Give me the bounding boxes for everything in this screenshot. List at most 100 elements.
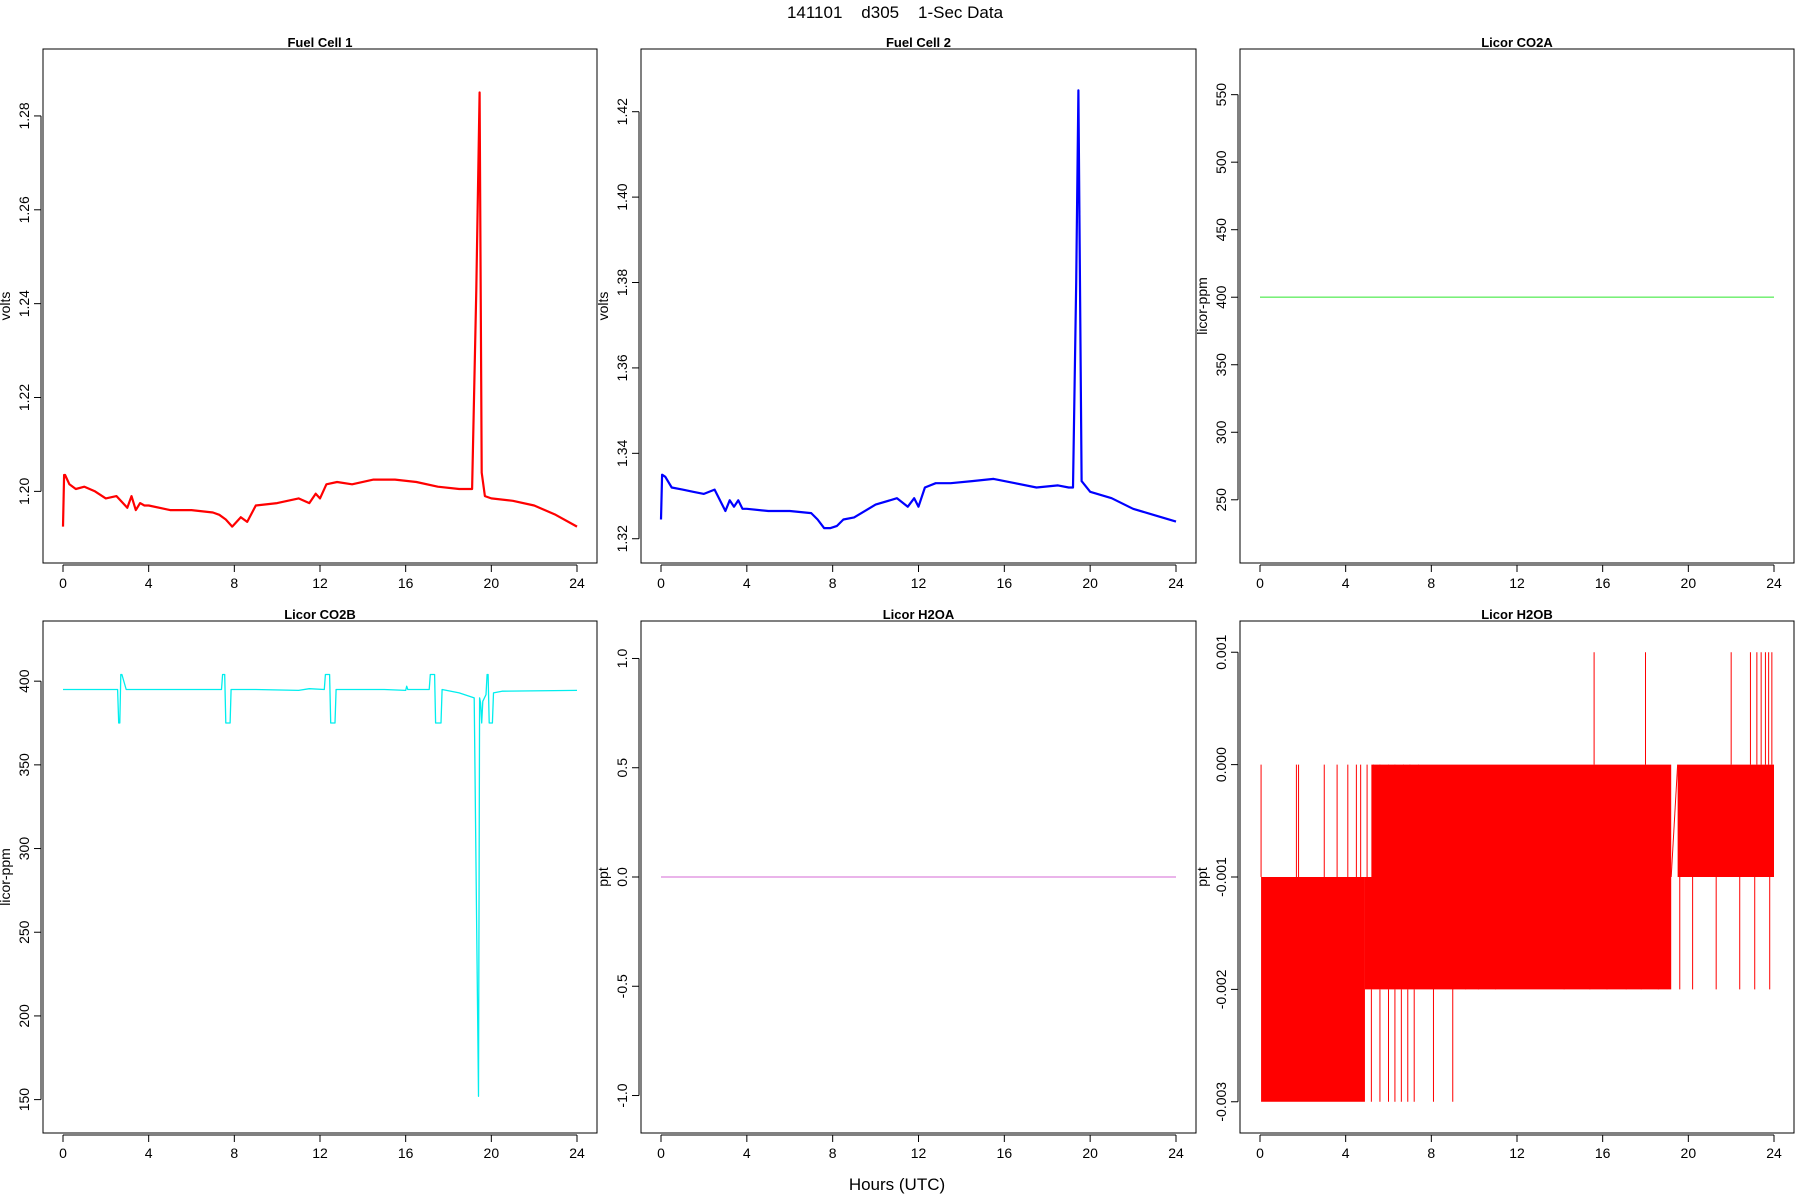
panel-licor-co2b-x-tick-label: 24	[569, 1145, 585, 1161]
panel-licor-h2ob-x-tick-label: 4	[1342, 1145, 1350, 1161]
panel-licor-h2oa: Licor H2OA 0 4 8 12 16 20 24 -1.0 -0.5 0.0 0.5 1.0 pp…	[595, 607, 1197, 1161]
panel-licor-h2ob-series-connector	[1670, 764, 1679, 878]
panel-licor-h2ob-x-tick-label: 0	[1256, 1145, 1264, 1161]
panel-licor-co2b-series-line	[63, 673, 578, 1097]
panel-licor-h2ob-frame	[1239, 620, 1795, 1134]
panel-licor-co2b-x-tick-label: 20	[484, 1145, 500, 1161]
panel-licor-co2a-y-tick-label: 350	[1213, 353, 1229, 377]
figure-title: 141101 d305 1-Sec Data	[787, 3, 1004, 22]
panel-fuel-cell-1-y-tick-label: 1.24	[16, 290, 32, 317]
panel-licor-h2ob-series-band	[1677, 764, 1774, 877]
panel-fuel-cell-2-x-tick-label: 12	[911, 575, 927, 591]
panel-licor-co2a-x-tick-label: 20	[1681, 575, 1697, 591]
panel-fuel-cell-2-x-tick-label: 0	[657, 575, 665, 591]
panel-licor-h2ob-title: Licor H2OB	[1481, 607, 1553, 622]
panel-fuel-cell-2-y-tick-label: 1.32	[614, 525, 630, 552]
panel-licor-co2a-y-tick-label: 450	[1213, 218, 1229, 242]
panel-fuel-cell-2-y-tick-label: 1.42	[614, 98, 630, 125]
panel-licor-co2b-y-axis-title: licor-ppm	[0, 848, 13, 906]
panel-fuel-cell-1-y-tick-label: 1.28	[16, 102, 32, 129]
panel-licor-co2b-frame	[42, 620, 598, 1134]
panel-fuel-cell-1-x-tick-label: 20	[484, 575, 500, 591]
panel-licor-h2oa-x-tick-label: 12	[911, 1145, 927, 1161]
panel-licor-co2a-y-tick-label: 300	[1213, 420, 1229, 444]
panel-licor-h2oa-x-tick-label: 4	[743, 1145, 751, 1161]
panel-licor-co2a-y-tick-label: 400	[1213, 285, 1229, 309]
panel-licor-h2oa-y-tick-label: 0.5	[614, 758, 630, 778]
panel-licor-h2oa-x-tick-label: 20	[1082, 1145, 1098, 1161]
panel-licor-h2oa-y-tick-label: 0.0	[614, 867, 630, 887]
panel-licor-co2a-x-tick-label: 12	[1509, 575, 1525, 591]
panel-fuel-cell-2-x-tick-label: 4	[743, 575, 751, 591]
panel-fuel-cell-2-y-tick-label: 1.40	[614, 183, 630, 210]
panel-licor-co2a-y-tick-label: 250	[1213, 488, 1229, 512]
panel-licor-co2a-y-tick-label: 550	[1213, 83, 1229, 107]
panel-fuel-cell-2-x-tick-label: 8	[829, 575, 837, 591]
panel-licor-h2oa-x-tick-label: 16	[997, 1145, 1013, 1161]
panel-licor-h2ob-x-tick-label: 20	[1681, 1145, 1697, 1161]
x-axis-title: Hours (UTC)	[849, 1175, 945, 1194]
panel-licor-co2b-y-tick-label: 400	[16, 669, 32, 693]
panel-fuel-cell-1-y-tick-label: 1.26	[16, 196, 32, 223]
panel-fuel-cell-1-title: Fuel Cell 1	[287, 35, 352, 50]
panel-licor-h2ob-series-band	[1371, 764, 1672, 877]
panel-licor-co2a: Licor CO2A 0 4 8 12 16 20 24 250 300 350 400 450 500 5…	[1194, 35, 1795, 591]
panel-licor-co2b-x-tick-label: 16	[398, 1145, 414, 1161]
panel-licor-co2b-x-tick-label: 0	[59, 1145, 67, 1161]
panel-licor-h2oa-title: Licor H2OA	[883, 607, 955, 622]
panel-fuel-cell-2-x-tick-label: 24	[1168, 575, 1184, 591]
panel-licor-h2oa-frame	[640, 620, 1197, 1134]
panel-fuel-cell-1-y-axis-title: volts	[0, 292, 13, 321]
panel-licor-co2b-y-tick-label: 150	[16, 1088, 32, 1112]
panel-licor-co2b-y-tick-label: 250	[16, 920, 32, 944]
panel-fuel-cell-2-y-tick-label: 1.34	[614, 439, 630, 466]
panel-licor-h2oa-y-axis-title: ppt	[595, 867, 611, 887]
panel-fuel-cell-1-x-tick-label: 8	[230, 575, 238, 591]
panel-licor-co2a-x-tick-label: 0	[1256, 575, 1264, 591]
panel-licor-h2ob-y-tick-label: -0.003	[1213, 1082, 1229, 1122]
panel-licor-co2a-y-axis-title: licor-ppm	[1194, 277, 1210, 335]
panel-licor-co2a-x-tick-label: 4	[1342, 575, 1350, 591]
panel-licor-h2ob-series-band	[1364, 877, 1672, 990]
panel-licor-h2oa-x-tick-label: 24	[1168, 1145, 1184, 1161]
panel-fuel-cell-1-y-tick-label: 1.20	[16, 478, 32, 505]
panel-fuel-cell-2-y-axis-title: volts	[595, 292, 611, 321]
panel-licor-co2b-y-tick-label: 300	[16, 837, 32, 861]
panel-licor-co2a-title: Licor CO2A	[1481, 35, 1553, 50]
panel-fuel-cell-1: Fuel Cell 1 0 4 8 12 16 20 24 1.20 1.22 1.24 1.26 1.…	[0, 35, 598, 591]
panel-licor-h2ob-y-axis-title: ppt	[1194, 867, 1210, 887]
panel-fuel-cell-1-x-tick-label: 0	[59, 575, 67, 591]
panel-licor-h2ob-y-tick-label: -0.001	[1213, 857, 1229, 897]
panel-fuel-cell-2-y-tick-label: 1.38	[614, 269, 630, 296]
panel-fuel-cell-2-series-line	[659, 89, 1177, 530]
panel-licor-h2ob-series-band	[1261, 877, 1365, 1102]
panel-fuel-cell-1-y-tick-label: 1.22	[16, 384, 32, 411]
panel-licor-h2ob-x-tick-label: 24	[1766, 1145, 1782, 1161]
panel-fuel-cell-1-x-tick-label: 16	[398, 575, 414, 591]
panel-licor-co2b-x-tick-label: 8	[230, 1145, 238, 1161]
panel-licor-h2oa-x-tick-label: 0	[657, 1145, 665, 1161]
panel-fuel-cell-1-frame	[42, 48, 598, 564]
panel-licor-co2b: Licor CO2B 0 4 8 12 16 20 24 150 200 250 300 350 400 l…	[0, 607, 598, 1161]
panel-fuel-cell-2-x-tick-label: 16	[997, 575, 1013, 591]
panel-licor-co2a-frame	[1239, 48, 1795, 564]
panel-licor-co2a-x-tick-label: 8	[1427, 575, 1435, 591]
panel-fuel-cell-1-x-tick-label: 4	[145, 575, 153, 591]
panel-licor-co2b-y-tick-label: 350	[16, 753, 32, 777]
panel-fuel-cell-1-x-tick-label: 12	[312, 575, 328, 591]
panel-licor-h2ob-x-tick-label: 16	[1595, 1145, 1611, 1161]
panel-licor-co2a-x-tick-label: 24	[1766, 575, 1782, 591]
panel-licor-h2ob: Licor H2OB 0 4 8 12 16 20 24 -0.003 -0.002 -0.001 0…	[1194, 607, 1795, 1161]
panel-licor-co2a-y-tick-label: 500	[1213, 150, 1229, 174]
panel-licor-h2oa-y-tick-label: 1.0	[614, 649, 630, 669]
panel-fuel-cell-2-x-tick-label: 20	[1082, 575, 1098, 591]
panel-fuel-cell-2-title: Fuel Cell 2	[886, 35, 951, 50]
panel-fuel-cell-1-x-tick-label: 24	[569, 575, 585, 591]
panel-licor-co2b-x-tick-label: 12	[312, 1145, 328, 1161]
panel-licor-h2ob-x-tick-label: 8	[1427, 1145, 1435, 1161]
panel-fuel-cell-1-series-line	[61, 91, 578, 528]
panel-licor-co2b-title: Licor CO2B	[284, 607, 356, 622]
panel-licor-co2a-x-tick-label: 16	[1595, 575, 1611, 591]
